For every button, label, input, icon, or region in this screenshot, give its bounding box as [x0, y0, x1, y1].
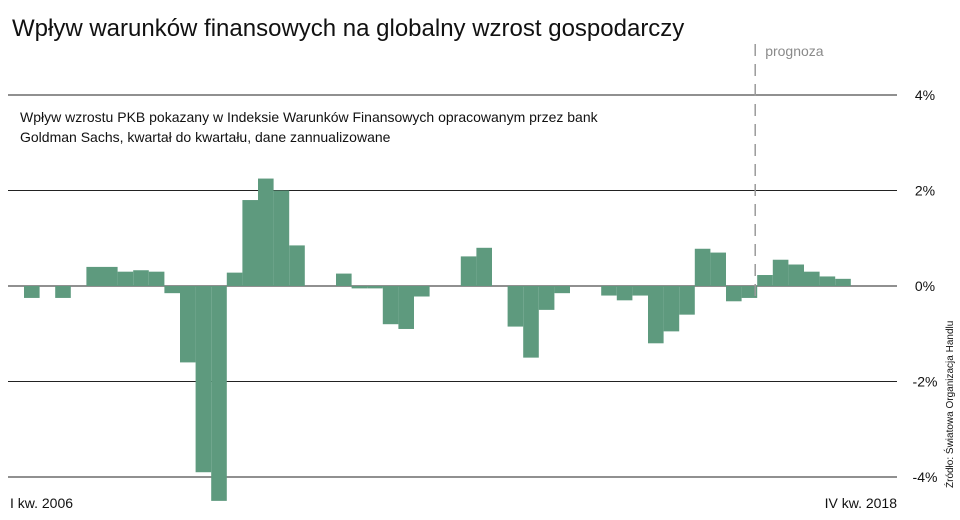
- bar: [242, 200, 258, 286]
- subtitle-line-1: Wpływ wzrostu PKB pokazany w Indeksie Wa…: [20, 109, 599, 125]
- bar: [55, 286, 71, 298]
- x-axis-end-label: IV kw. 2018: [825, 495, 898, 511]
- bar: [772, 259, 789, 286]
- bar: [632, 286, 648, 296]
- bar: [195, 286, 212, 473]
- y-tick-label: 2%: [915, 183, 935, 199]
- bar: [788, 264, 804, 286]
- forecast-label: prognoza: [765, 43, 824, 59]
- bar: [663, 286, 680, 332]
- bar: [24, 286, 40, 298]
- bar: [226, 272, 243, 286]
- bar: [819, 276, 836, 286]
- bar: [102, 266, 118, 286]
- bar: [507, 286, 524, 327]
- y-axis-tick-labels: 4% 2% 0% -2% -4%: [913, 87, 938, 485]
- bar: [601, 286, 617, 296]
- chart-subtitle: Wpływ wzrostu PKB pokazany w Indeksie Wa…: [20, 109, 599, 145]
- bar: [476, 247, 492, 286]
- bar: [351, 286, 368, 289]
- bar: [289, 245, 305, 286]
- bar: [336, 273, 352, 286]
- bar: [211, 286, 227, 501]
- bar: [538, 286, 555, 310]
- bar: [133, 270, 149, 286]
- bar: [117, 271, 134, 286]
- bar: [726, 286, 742, 302]
- y-tick-label: 4%: [915, 87, 935, 103]
- bar: [554, 286, 570, 294]
- source-note: Źródło: Światowa Organizacja Handlu: [943, 321, 956, 488]
- bar: [460, 256, 477, 286]
- chart-title: Wpływ warunków finansowych na globalny w…: [12, 15, 684, 42]
- bar: [616, 286, 633, 301]
- y-tick-label: -2%: [913, 374, 938, 390]
- bar: [694, 248, 711, 286]
- y-tick-label: -4%: [913, 469, 938, 485]
- bar: [86, 266, 102, 286]
- bar: [710, 252, 726, 286]
- bar: [648, 286, 664, 344]
- bar: [835, 278, 851, 286]
- bar: [414, 286, 430, 297]
- bar: [258, 178, 274, 286]
- bar: [382, 286, 399, 325]
- subtitle-line-2: Goldman Sachs, kwartał do kwartału, dane…: [20, 129, 391, 145]
- y-tick-label: 0%: [915, 278, 935, 294]
- bar: [757, 275, 773, 286]
- bar: [523, 286, 539, 358]
- x-axis-start-label: I kw. 2006: [10, 495, 73, 511]
- bar: [804, 271, 820, 286]
- bar: [164, 286, 180, 294]
- bar: [367, 286, 383, 289]
- bar: [273, 190, 290, 286]
- forecast-marker: prognoza: [754, 43, 824, 298]
- bar: [148, 271, 165, 286]
- bar: [679, 286, 695, 315]
- bar: [741, 286, 758, 298]
- bars: [24, 178, 851, 501]
- bar: [180, 286, 196, 363]
- bar: [398, 286, 414, 329]
